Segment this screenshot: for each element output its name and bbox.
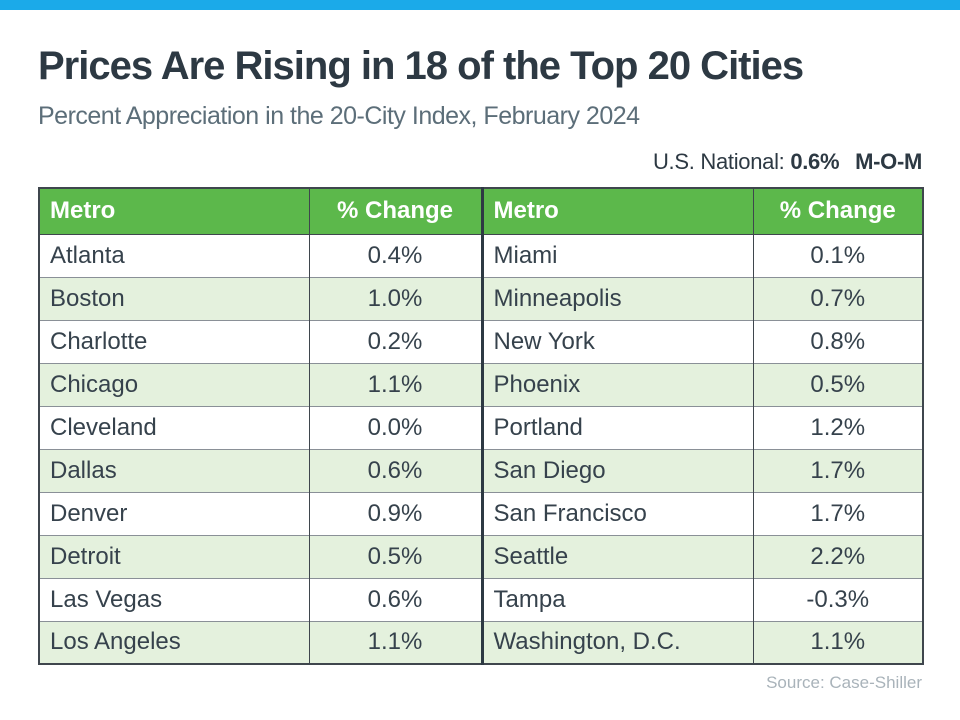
table-row: Detroit 0.5% Seattle 2.2% <box>39 534 923 578</box>
metro-cell: Dallas <box>39 448 309 492</box>
change-cell: 0.5% <box>752 362 923 406</box>
metro-cell: Los Angeles <box>39 620 309 664</box>
national-suffix: M-O-M <box>855 149 922 174</box>
change-cell: 0.9% <box>308 491 482 535</box>
metro-cell: Seattle <box>480 534 753 578</box>
metro-cell: Tampa <box>480 577 753 621</box>
change-cell: -0.3% <box>752 577 923 621</box>
change-cell: 0.5% <box>308 534 482 578</box>
metro-cell: Washington, D.C. <box>480 620 753 664</box>
page-title: Prices Are Rising in 18 of the Top 20 Ci… <box>38 44 804 88</box>
change-cell: 1.1% <box>752 620 923 664</box>
metro-cell: Phoenix <box>480 362 753 406</box>
source-attribution: Source: Case-Shiller <box>766 673 922 692</box>
change-cell: 1.1% <box>308 362 482 406</box>
change-cell: 0.6% <box>308 448 482 492</box>
change-cell: 1.2% <box>752 405 923 449</box>
table-row: Chicago 1.1% Phoenix 0.5% <box>39 362 923 406</box>
metro-cell: Minneapolis <box>480 276 753 320</box>
national-label: U.S. National: <box>652 149 785 174</box>
page-content: Prices Are Rising in 18 of the Top 20 Ci… <box>0 44 960 693</box>
table-row: Charlotte 0.2% New York 0.8% <box>39 319 923 363</box>
metro-cell: Boston <box>39 276 309 320</box>
table-row: Los Angeles 1.1% Washington, D.C. 1.1% <box>39 620 923 664</box>
change-cell: 0.8% <box>752 319 923 363</box>
table-header-row: Metro % Change Metro % Change <box>39 188 923 235</box>
change-cell: 0.7% <box>752 276 923 320</box>
col-header-metro-left: Metro <box>39 188 309 235</box>
metro-cell: San Francisco <box>480 491 753 535</box>
change-cell: 0.0% <box>308 405 482 449</box>
change-cell: 1.0% <box>308 276 482 320</box>
change-cell: 1.7% <box>752 491 923 535</box>
table-row: Las Vegas 0.6% Tampa -0.3% <box>39 577 923 621</box>
metro-cell: Cleveland <box>39 405 309 449</box>
metro-cell: Las Vegas <box>39 577 309 621</box>
metro-cell: New York <box>480 319 753 363</box>
metro-cell: Portland <box>480 405 753 449</box>
table-row: Dallas 0.6% San Diego 1.7% <box>39 448 923 492</box>
change-cell: 2.2% <box>752 534 923 578</box>
metro-cell: Atlanta <box>39 233 309 277</box>
table-row: Atlanta 0.4% Miami 0.1% <box>39 233 923 277</box>
metro-cell: Denver <box>39 491 309 535</box>
metro-cell: Chicago <box>39 362 309 406</box>
col-header-change-right: % Change <box>752 188 923 235</box>
metro-cell: Miami <box>480 233 753 277</box>
national-stat: U.S. National: 0.6% M-O-M <box>38 149 922 175</box>
table-header: Metro % Change Metro % Change <box>39 188 923 235</box>
page-subtitle: Percent Appreciation in the 20-City Inde… <box>38 102 640 130</box>
national-value: 0.6% <box>790 149 840 174</box>
col-header-change-left: % Change <box>308 188 482 235</box>
change-cell: 1.1% <box>308 620 482 664</box>
change-cell: 0.4% <box>308 233 482 277</box>
metro-cell: Detroit <box>39 534 309 578</box>
change-cell: 1.7% <box>752 448 923 492</box>
col-header-metro-right: Metro <box>480 188 753 235</box>
change-cell: 0.2% <box>308 319 482 363</box>
table-row: Cleveland 0.0% Portland 1.2% <box>39 405 923 449</box>
top-accent-bar <box>0 0 960 10</box>
table-body: Atlanta 0.4% Miami 0.1% Boston 1.0% Minneapoli… <box>39 233 923 664</box>
metro-cell: San Diego <box>480 448 753 492</box>
metro-cell: Charlotte <box>39 319 309 363</box>
change-cell: 0.6% <box>308 577 482 621</box>
table-row: Denver 0.9% San Francisco 1.7% <box>39 491 923 535</box>
table-row: Boston 1.0% Minneapolis 0.7% <box>39 276 923 320</box>
change-cell: 0.1% <box>752 233 923 277</box>
city-appreciation-table: Metro % Change Metro % Change Atlanta 0.4… <box>38 187 924 665</box>
